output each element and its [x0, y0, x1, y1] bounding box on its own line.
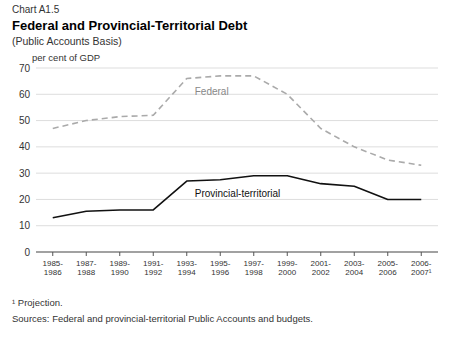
y-tick-label: 50: [19, 115, 31, 126]
text-line: 1990: [111, 268, 129, 277]
x-tick-label: 2005-2006: [378, 259, 399, 277]
x-tick-label: 1999-2000: [277, 259, 298, 277]
text-line: 1987-: [76, 259, 97, 268]
x-tick: [253, 252, 254, 256]
text-line: 1991-: [143, 259, 164, 268]
x-tick: [86, 252, 87, 256]
text-line: 2006: [379, 268, 397, 277]
x-tick-label: 1997-1998: [244, 259, 265, 277]
chart-svg: Chart A1.5 Federal and Provincial-Territo…: [0, 0, 450, 343]
text-line: 1985-: [43, 259, 64, 268]
footnote: ¹ Projection.: [12, 297, 63, 308]
text-line: 2006-: [411, 259, 432, 268]
series-label: Federal: [195, 86, 229, 97]
y-tick-label: 70: [19, 63, 31, 74]
x-tick: [186, 252, 187, 256]
subtitle: (Public Accounts Basis): [12, 35, 122, 47]
x-tick: [287, 252, 288, 256]
text-line: 1986: [44, 268, 62, 277]
x-tick-label: 1993-1994: [177, 259, 198, 277]
x-tick: [387, 252, 388, 256]
text-line: 1992: [144, 268, 162, 277]
y-tick-label: 30: [19, 168, 31, 179]
text-line: 1994: [178, 268, 196, 277]
y-grid: [36, 68, 438, 252]
x-tick: [421, 252, 422, 256]
x-tick: [52, 252, 53, 256]
text-line: 1999-: [277, 259, 298, 268]
series-line: [53, 76, 422, 165]
x-tick-label: 1995-1996: [210, 259, 231, 277]
text-line: 2001-: [311, 259, 332, 268]
text-line: 1996: [211, 268, 229, 277]
x-tick: [153, 252, 154, 256]
y-tick-label: 10: [19, 220, 31, 231]
source: Sources: Federal and provincial-territor…: [12, 313, 313, 324]
text-line: 1998: [245, 268, 263, 277]
grid-line: [36, 120, 438, 121]
x-tick-label: 1989-1990: [110, 259, 131, 277]
y-tick-label: 60: [19, 89, 31, 100]
series-label: Provincial-territorial: [195, 188, 281, 199]
x-axis-line: [36, 252, 438, 253]
chart-label: Chart A1.5: [12, 4, 60, 15]
x-tick: [220, 252, 221, 256]
y-axis-label: per cent of GDP: [32, 52, 100, 63]
grid-line: [36, 199, 438, 200]
text-line: 2002: [312, 268, 330, 277]
x-tick-label: 1987-1988: [76, 259, 97, 277]
grid-line: [36, 94, 438, 95]
grid-line: [36, 68, 438, 69]
text-line: 1993-: [177, 259, 198, 268]
x-tick: [119, 252, 120, 256]
text-line: 1988: [77, 268, 95, 277]
grid-line: [36, 173, 438, 174]
grid-line: [36, 146, 438, 147]
y-tick-label: 0: [24, 247, 30, 258]
y-tick-label: 40: [19, 141, 31, 152]
text-line: 1995-: [210, 259, 231, 268]
series-group: [53, 76, 422, 218]
grid-line: [36, 252, 438, 253]
text-line: 1997-: [244, 259, 265, 268]
title: Federal and Provincial-Territorial Debt: [12, 18, 248, 33]
y-tick-label: 20: [19, 194, 31, 205]
text-line: 1989-: [110, 259, 131, 268]
text-line: 2000: [278, 268, 296, 277]
x-tick-label: 2003-2004: [344, 259, 365, 277]
series-line: [53, 176, 422, 218]
x-tick-label: 2006-2007¹: [411, 259, 432, 277]
x-tick-label: 2001-2002: [311, 259, 332, 277]
x-tick-label: 1991-1992: [143, 259, 164, 277]
text-line: 2004: [345, 268, 363, 277]
background: [0, 0, 450, 343]
grid-line: [36, 225, 438, 226]
x-tick: [354, 252, 355, 256]
text-line: 2003-: [344, 259, 365, 268]
x-tick-label: 1985-1986: [43, 259, 64, 277]
text-line: 2007¹: [411, 268, 432, 277]
x-tick: [320, 252, 321, 256]
text-line: 2005-: [378, 259, 399, 268]
